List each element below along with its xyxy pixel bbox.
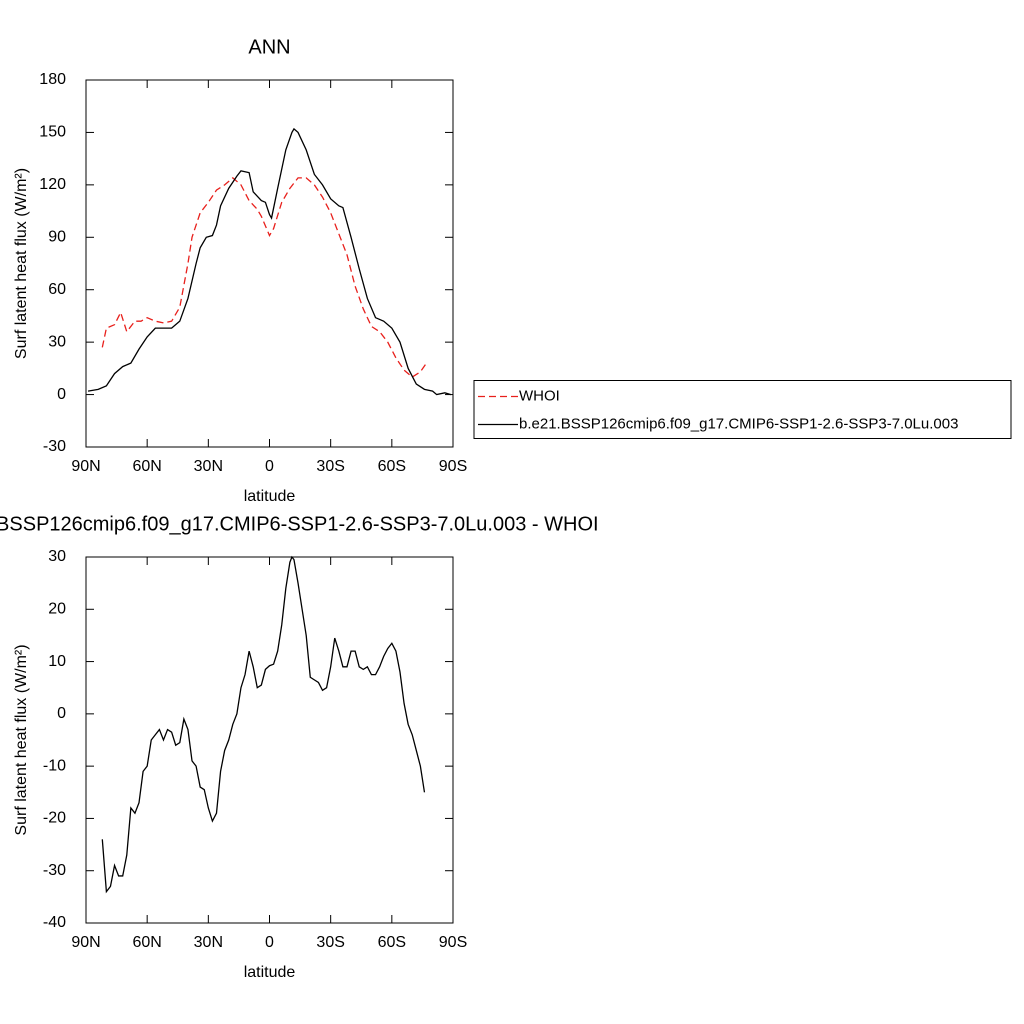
- x-tick-label: 90N: [71, 458, 100, 475]
- y-tick-label: -30: [43, 438, 66, 455]
- x-tick-label: 60S: [378, 458, 406, 475]
- x-tick-label: 30S: [316, 934, 344, 951]
- y-tick-label: 20: [48, 601, 66, 618]
- x-tick-label: 90S: [439, 934, 467, 951]
- x-tick-label: 90N: [71, 934, 100, 951]
- plot-frame: [85, 556, 454, 924]
- legend-label: WHOI: [519, 387, 560, 404]
- y-tick-label: -20: [43, 810, 66, 827]
- x-axis-label: latitude: [244, 488, 296, 505]
- x-tick-label: 0: [265, 458, 274, 475]
- x-tick-label: 60S: [378, 934, 406, 951]
- x-tick-label: 60N: [132, 458, 161, 475]
- x-tick-label: 30N: [194, 458, 223, 475]
- y-tick-label: 0: [57, 705, 66, 722]
- y-tick-label: 30: [48, 333, 66, 350]
- data-line: [101, 177, 428, 378]
- x-axis-label: latitude: [244, 964, 296, 981]
- data-line: [87, 127, 452, 396]
- x-tick-label: 90S: [439, 458, 467, 475]
- data-line: [101, 555, 426, 894]
- y-axis-label: Surf latent heat flux (W/m²): [13, 168, 30, 359]
- y-tick-label: -30: [43, 862, 66, 879]
- y-tick-label: 0: [57, 386, 66, 403]
- x-tick-label: 30N: [194, 934, 223, 951]
- y-axis-label: Surf latent heat flux (W/m²): [13, 644, 30, 835]
- y-tick-label: -40: [43, 914, 66, 931]
- y-tick-label: 180: [39, 71, 66, 88]
- x-tick-label: 60N: [132, 934, 161, 951]
- y-tick-label: 60: [48, 281, 66, 298]
- chart-title: b.e21.BSSP126cmip6.f09_g17.CMIP6-SSP1-2.…: [0, 513, 599, 535]
- plot-frame: [85, 79, 454, 448]
- y-tick-label: 150: [39, 124, 66, 141]
- legend-box: [473, 380, 1012, 439]
- y-tick-label: 10: [48, 653, 66, 670]
- legend-label: b.e21.BSSP126cmip6.f09_g17.CMIP6-SSP1-2.…: [519, 415, 958, 432]
- x-tick-label: 0: [265, 934, 274, 951]
- y-tick-label: -10: [43, 757, 66, 774]
- chart-title: ANN: [248, 36, 290, 58]
- y-tick-label: 90: [48, 229, 66, 246]
- x-tick-label: 30S: [316, 458, 344, 475]
- y-tick-label: 30: [48, 548, 66, 565]
- y-tick-label: 120: [39, 176, 66, 193]
